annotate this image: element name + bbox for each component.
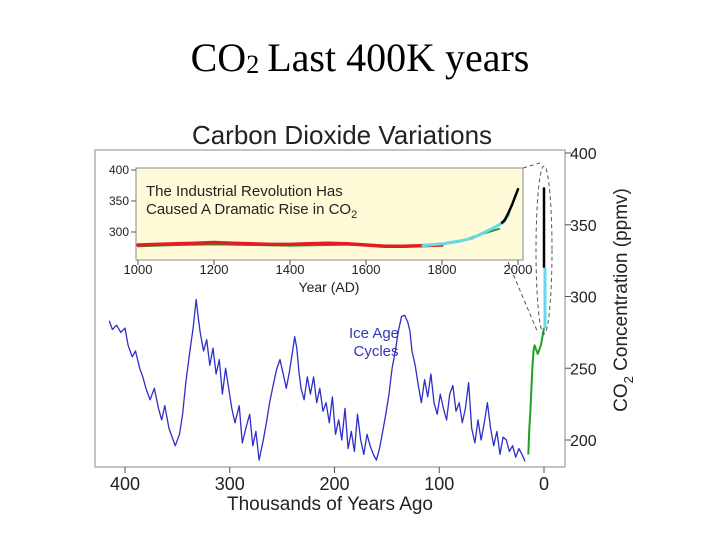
inset-y-tick-label-2: 400 <box>109 163 129 177</box>
ylabel-rest: Concentration (ppmv) <box>611 188 632 376</box>
main-chart-title: Carbon Dioxide Variations <box>192 120 492 150</box>
main-x-axis-label: Thousands of Years Ago <box>227 494 433 515</box>
inset-x-axis-label: Year (AD) <box>299 279 360 295</box>
ice-age-annotation-line2: Cycles <box>353 343 398 360</box>
inset-series-group <box>136 187 520 249</box>
main-series-line-0 <box>108 298 526 462</box>
inset-x-tick-label-0: 1000 <box>124 262 153 277</box>
slide-title-co: CO <box>190 35 247 80</box>
inset-x-tick-label-5: 2000 <box>504 262 533 277</box>
inset-y-tick-label-0: 300 <box>109 225 129 239</box>
main-y-ticks: 200 250 300 350 400 <box>565 146 597 450</box>
main-x-tick-label-3: 100 <box>424 474 454 494</box>
inset-title-line1: The Industrial Revolution Has <box>146 183 343 200</box>
inset-title-line2: Caused A Dramatic Rise in CO2 <box>146 201 357 221</box>
main-y-tick-label-0: 200 <box>570 433 597 450</box>
main-x-tick-label-2: 200 <box>319 474 349 494</box>
slide-title-subscript: 2 <box>246 50 260 79</box>
inset-y-ticks: 300 350 400 <box>109 163 136 239</box>
inset-x-tick-label-4: 1800 <box>428 262 457 277</box>
zoom-connector-bottom <box>507 261 539 334</box>
slide-title-rest: Last 400K years <box>267 35 530 80</box>
ylabel-subscript: 2 <box>621 376 636 383</box>
main-y-tick-label-4: 400 <box>570 146 597 163</box>
zoom-highlight-ellipse <box>535 165 553 335</box>
ice-age-annotation-line1: Ice Age <box>349 325 399 342</box>
inset-x-tick-label-2: 1400 <box>276 262 305 277</box>
inset-series-line-2 <box>421 213 510 248</box>
ylabel-co: CO <box>611 383 632 412</box>
inset-series-line-3 <box>500 187 520 224</box>
slide-title: CO2 Last 400K years <box>0 34 720 81</box>
main-y-axis-label: CO2 Concentration (ppmv) <box>611 188 636 412</box>
inset-y-tick-label-1: 350 <box>109 194 129 208</box>
main-series-group <box>108 187 547 462</box>
inset-series-line-0 <box>136 240 444 249</box>
inset-title-line2-text: Caused A Dramatic Rise in CO <box>146 201 351 218</box>
main-y-tick-label-1: 250 <box>570 361 597 378</box>
main-x-tick-label-1: 300 <box>215 474 245 494</box>
main-x-tick-label-4: 0 <box>539 474 549 494</box>
zoom-connector-top <box>522 162 541 169</box>
main-x-tick-label-0: 400 <box>110 474 140 494</box>
inset-x-tick-label-1: 1200 <box>200 262 229 277</box>
inset-x-ticks: 1000 1200 1400 1600 1800 2000 <box>124 260 533 277</box>
main-y-tick-label-3: 350 <box>570 218 597 235</box>
main-y-tick-label-2: 300 <box>570 290 597 307</box>
main-series-line-1 <box>527 327 545 455</box>
inset-title-subscript: 2 <box>351 209 357 221</box>
main-x-ticks: 400 300 200 100 0 <box>110 467 549 494</box>
inset-x-tick-label-3: 1600 <box>352 262 381 277</box>
